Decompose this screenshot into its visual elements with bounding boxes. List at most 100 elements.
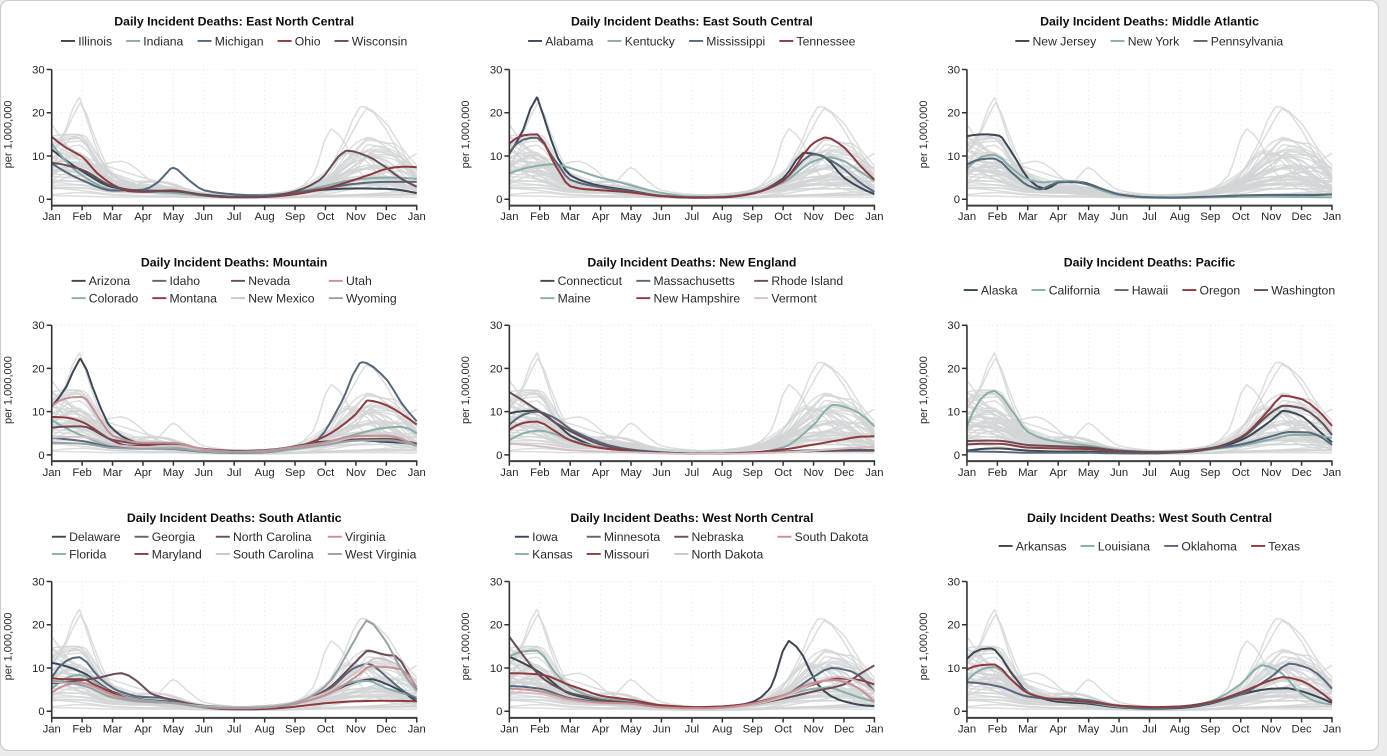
svg-text:Arkansas: Arkansas — [1016, 539, 1067, 553]
svg-text:per 1,000,000: per 1,000,000 — [918, 612, 930, 680]
svg-text:May: May — [163, 211, 185, 223]
svg-text:30: 30 — [490, 65, 503, 77]
svg-text:Oct: Oct — [1232, 467, 1250, 479]
svg-text:Tennessee: Tennessee — [797, 34, 856, 48]
svg-text:Nov: Nov — [1261, 211, 1281, 223]
svg-text:Kansas: Kansas — [532, 547, 573, 561]
svg-text:Jan: Jan — [408, 467, 426, 479]
svg-text:Wisconsin: Wisconsin — [352, 34, 408, 48]
svg-text:Aug: Aug — [712, 723, 732, 735]
svg-text:Jun: Jun — [195, 211, 213, 223]
svg-text:20: 20 — [490, 620, 503, 632]
svg-text:Nov: Nov — [1261, 723, 1281, 735]
svg-text:Louisiana: Louisiana — [1098, 539, 1150, 553]
svg-text:Jul: Jul — [1142, 467, 1156, 479]
svg-text:May: May — [1078, 467, 1100, 479]
svg-text:Jul: Jul — [227, 467, 241, 479]
svg-text:May: May — [620, 467, 642, 479]
svg-text:Jan: Jan — [1323, 723, 1341, 735]
svg-text:Feb: Feb — [988, 467, 1007, 479]
svg-text:Alabama: Alabama — [545, 34, 593, 48]
svg-text:May: May — [620, 211, 642, 223]
svg-text:Daily Incident Deaths: Middle: Daily Incident Deaths: Middle Atlantic — [1040, 14, 1259, 28]
svg-text:Dec: Dec — [1292, 211, 1312, 223]
svg-text:Montana: Montana — [170, 291, 218, 305]
svg-text:Sep: Sep — [285, 211, 305, 223]
svg-text:Sep: Sep — [1200, 467, 1220, 479]
svg-text:Dec: Dec — [376, 467, 396, 479]
svg-text:Georgia: Georgia — [152, 530, 196, 544]
svg-text:Feb: Feb — [72, 211, 91, 223]
svg-text:Jul: Jul — [1142, 723, 1156, 735]
svg-text:Delaware: Delaware — [69, 530, 121, 544]
svg-text:Michigan: Michigan — [215, 34, 264, 48]
svg-text:California: California — [1049, 283, 1101, 297]
svg-text:Maryland: Maryland — [152, 547, 202, 561]
svg-text:Sep: Sep — [743, 467, 763, 479]
svg-text:Minnesota: Minnesota — [604, 530, 660, 544]
svg-text:10: 10 — [32, 663, 45, 675]
svg-text:May: May — [1078, 211, 1100, 223]
svg-text:10: 10 — [490, 663, 503, 675]
svg-text:Texas: Texas — [1268, 539, 1300, 553]
svg-text:Sep: Sep — [743, 211, 763, 223]
svg-text:Arizona: Arizona — [89, 274, 131, 288]
svg-text:Sep: Sep — [1200, 211, 1220, 223]
svg-text:Mississippi: Mississippi — [706, 34, 765, 48]
svg-text:Dec: Dec — [376, 211, 396, 223]
svg-text:Nov: Nov — [804, 467, 824, 479]
svg-text:20: 20 — [947, 363, 960, 375]
svg-text:North Carolina: North Carolina — [233, 530, 312, 544]
svg-text:Rhode Island: Rhode Island — [771, 274, 843, 288]
svg-text:30: 30 — [947, 65, 960, 77]
svg-text:Mar: Mar — [1018, 723, 1038, 735]
svg-text:Daily Incident Deaths: East No: Daily Incident Deaths: East North Centra… — [114, 14, 354, 28]
svg-text:Apr: Apr — [592, 467, 610, 479]
svg-text:0: 0 — [38, 706, 44, 718]
svg-text:Daily Incident Deaths: Pacific: Daily Incident Deaths: Pacific — [1064, 255, 1236, 269]
svg-text:Jun: Jun — [195, 723, 213, 735]
svg-text:Aug: Aug — [1170, 467, 1190, 479]
svg-text:Mar: Mar — [103, 467, 123, 479]
svg-text:Jan: Jan — [1323, 467, 1341, 479]
svg-text:Daily Incident Deaths: East So: Daily Incident Deaths: East South Centra… — [571, 14, 813, 28]
svg-text:Jan: Jan — [1323, 211, 1341, 223]
svg-text:Apr: Apr — [134, 723, 152, 735]
svg-text:Nov: Nov — [804, 211, 824, 223]
svg-text:Jul: Jul — [685, 211, 699, 223]
svg-text:Jun: Jun — [195, 467, 213, 479]
svg-text:West Virginia: West Virginia — [345, 547, 417, 561]
svg-text:New Mexico: New Mexico — [248, 291, 315, 305]
svg-text:Jul: Jul — [685, 723, 699, 735]
svg-text:Daily Incident Deaths: West No: Daily Incident Deaths: West North Centra… — [570, 511, 813, 525]
svg-text:Dec: Dec — [834, 723, 854, 735]
svg-text:0: 0 — [954, 450, 960, 462]
svg-text:30: 30 — [947, 320, 960, 332]
svg-text:May: May — [163, 467, 185, 479]
svg-text:30: 30 — [32, 577, 45, 589]
svg-text:South Dakota: South Dakota — [795, 530, 869, 544]
svg-text:Sep: Sep — [743, 723, 763, 735]
svg-text:Oct: Oct — [774, 467, 792, 479]
svg-text:Jan: Jan — [43, 723, 61, 735]
svg-text:10: 10 — [32, 151, 45, 163]
svg-text:Mar: Mar — [1018, 467, 1038, 479]
svg-text:Daily Incident Deaths: Mountai: Daily Incident Deaths: Mountain — [141, 255, 328, 269]
svg-text:Aug: Aug — [712, 211, 732, 223]
svg-text:Daily Incident Deaths: South A: Daily Incident Deaths: South Atlantic — [127, 511, 342, 525]
svg-text:Idaho: Idaho — [170, 274, 201, 288]
svg-text:30: 30 — [490, 577, 503, 589]
svg-text:Nov: Nov — [804, 723, 824, 735]
svg-text:Jan: Jan — [958, 467, 976, 479]
svg-text:Feb: Feb — [988, 211, 1007, 223]
svg-text:per 1,000,000: per 1,000,000 — [460, 100, 472, 168]
svg-text:Iowa: Iowa — [532, 530, 558, 544]
svg-text:Jan: Jan — [500, 467, 518, 479]
svg-text:30: 30 — [32, 320, 45, 332]
svg-text:Nebraska: Nebraska — [692, 530, 744, 544]
svg-text:Jan: Jan — [408, 723, 426, 735]
svg-text:May: May — [620, 723, 642, 735]
svg-text:Nov: Nov — [1261, 467, 1281, 479]
svg-text:Mar: Mar — [103, 723, 123, 735]
svg-text:Mar: Mar — [103, 211, 123, 223]
